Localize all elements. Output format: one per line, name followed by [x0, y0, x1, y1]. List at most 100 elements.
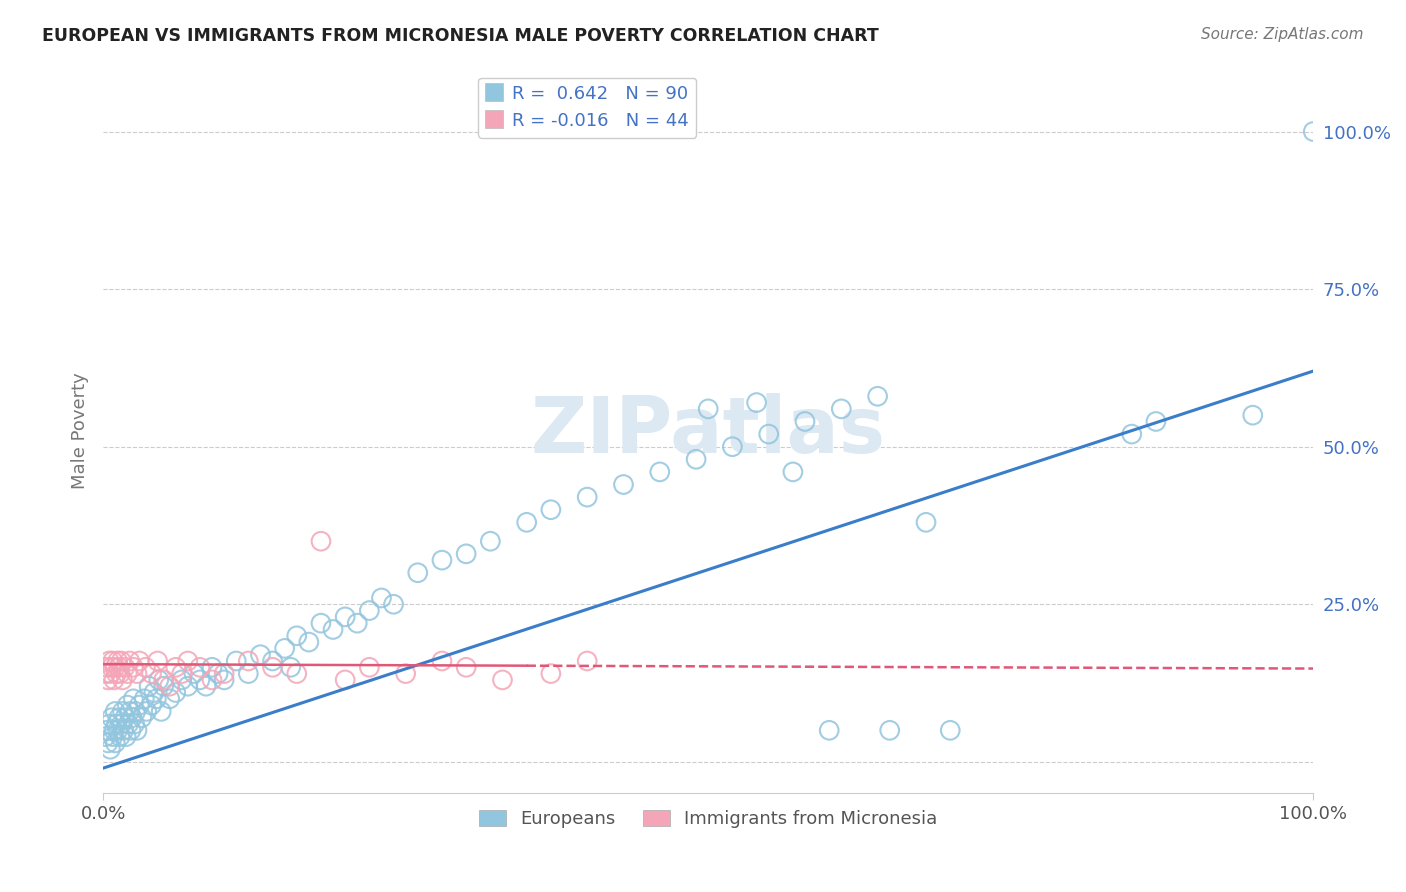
Point [165, 660, 187, 674]
Point [794, 415, 817, 429]
Point [1121, 427, 1143, 442]
Point [576, 490, 599, 504]
Point [1241, 408, 1264, 422]
Point [98, 654, 121, 668]
Point [430, 553, 453, 567]
Point [122, 691, 145, 706]
Point [576, 654, 599, 668]
Point [309, 616, 332, 631]
Point [121, 711, 143, 725]
Point [104, 705, 127, 719]
Point [745, 395, 768, 409]
Point [101, 730, 124, 744]
Point [915, 516, 938, 530]
Point [406, 566, 429, 580]
Point [782, 465, 804, 479]
Point [207, 666, 229, 681]
Point [117, 666, 139, 681]
Point [105, 666, 128, 681]
Point [333, 610, 356, 624]
Point [516, 516, 538, 530]
Point [309, 534, 332, 549]
Point [612, 477, 634, 491]
Point [382, 597, 405, 611]
Point [108, 711, 131, 725]
Text: Source: ZipAtlas.com: Source: ZipAtlas.com [1201, 27, 1364, 42]
Point [262, 660, 284, 674]
Point [285, 629, 308, 643]
Point [152, 673, 174, 687]
Point [648, 465, 671, 479]
Point [430, 654, 453, 668]
Y-axis label: Male Poverty: Male Poverty [72, 373, 89, 490]
Legend: Europeans, Immigrants from Micronesia: Europeans, Immigrants from Micronesia [471, 802, 945, 835]
Point [134, 660, 156, 674]
Point [100, 660, 122, 674]
Point [111, 705, 134, 719]
Point [101, 654, 124, 668]
Point [100, 666, 122, 681]
Point [103, 673, 125, 687]
Point [125, 666, 148, 681]
Point [285, 666, 308, 681]
Point [142, 685, 165, 699]
Point [148, 673, 170, 687]
Point [150, 705, 173, 719]
Point [94, 666, 117, 681]
Point [159, 679, 181, 693]
Point [491, 673, 513, 687]
Point [183, 666, 205, 681]
Point [395, 666, 418, 681]
Point [134, 691, 156, 706]
Point [131, 711, 153, 725]
Text: EUROPEAN VS IMMIGRANTS FROM MICRONESIA MALE POVERTY CORRELATION CHART: EUROPEAN VS IMMIGRANTS FROM MICRONESIA M… [42, 27, 879, 45]
Point [117, 698, 139, 712]
Point [540, 666, 562, 681]
Point [280, 660, 302, 674]
Point [1302, 124, 1324, 138]
Point [359, 660, 381, 674]
Point [107, 654, 129, 668]
Point [124, 717, 146, 731]
Point [114, 711, 136, 725]
Point [146, 654, 169, 668]
Point [104, 736, 127, 750]
Point [141, 666, 163, 681]
Point [98, 717, 121, 731]
Point [100, 711, 122, 725]
Point [128, 654, 150, 668]
Point [249, 648, 271, 662]
Point [104, 660, 127, 674]
Point [97, 736, 120, 750]
Point [114, 660, 136, 674]
Point [165, 685, 187, 699]
Point [333, 673, 356, 687]
Point [118, 705, 141, 719]
Point [322, 623, 344, 637]
Point [346, 616, 368, 631]
Point [212, 666, 235, 681]
Point [188, 660, 211, 674]
Point [135, 705, 157, 719]
Point [225, 654, 247, 668]
Point [540, 502, 562, 516]
Point [108, 730, 131, 744]
Point [96, 660, 118, 674]
Point [120, 723, 142, 738]
Text: ZIPatlas: ZIPatlas [530, 393, 886, 469]
Point [170, 673, 193, 687]
Point [177, 679, 200, 693]
Point [201, 660, 224, 674]
Point [145, 691, 167, 706]
Point [125, 705, 148, 719]
Point [939, 723, 962, 738]
Point [866, 389, 889, 403]
Point [108, 660, 131, 674]
Point [359, 603, 381, 617]
Point [107, 723, 129, 738]
Point [170, 666, 193, 681]
Point [125, 723, 148, 738]
Point [238, 666, 260, 681]
Point [721, 440, 744, 454]
Point [370, 591, 392, 605]
